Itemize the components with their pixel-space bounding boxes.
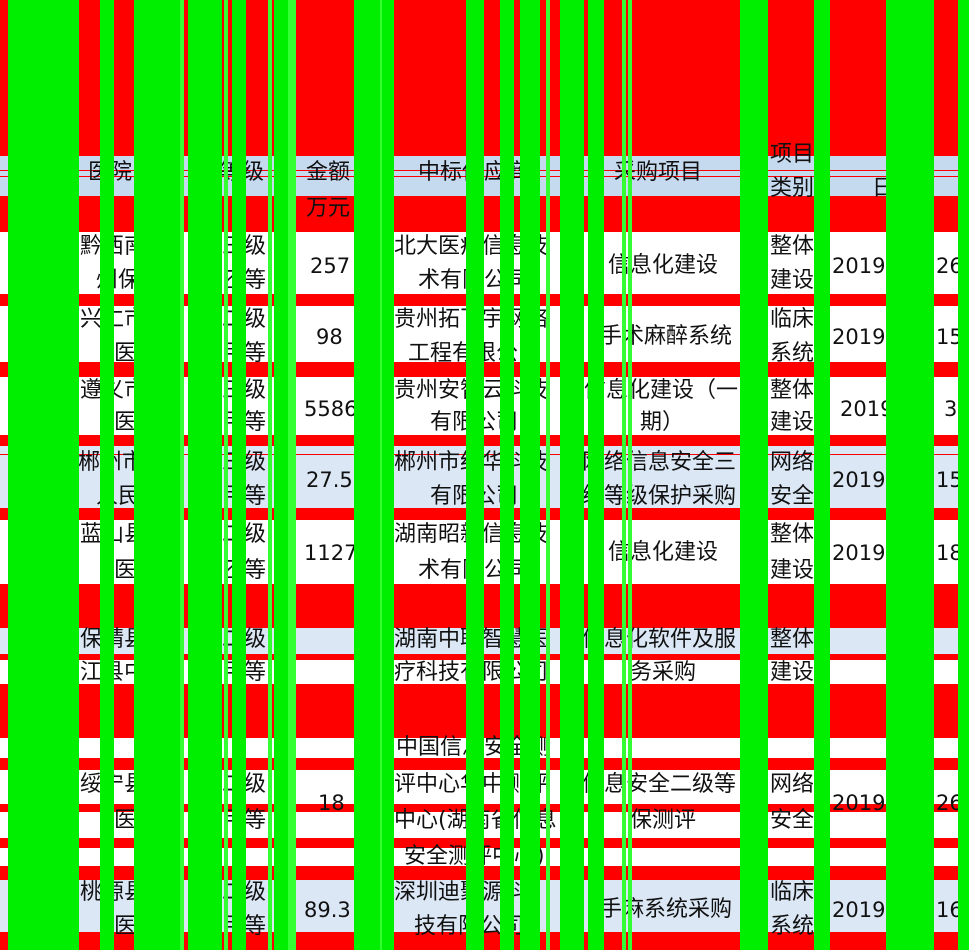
green-stripe	[740, 0, 768, 950]
green-stripe	[354, 0, 394, 950]
row-4-category-2: 安全	[770, 484, 815, 509]
row-1-category: 整体	[770, 234, 815, 259]
row-3-date: 2019	[840, 397, 894, 421]
row-6-project: 信息化软件及服	[582, 627, 737, 652]
row-5-category-2: 建设	[770, 558, 815, 583]
row-3-day: 3	[944, 397, 958, 421]
green-stripe	[134, 0, 182, 950]
header-category-a: 项目	[770, 142, 815, 167]
row-7-category: 网络	[770, 772, 815, 797]
row-1-date: 2019	[832, 254, 886, 278]
row-7-amount: 18	[318, 791, 345, 815]
row-3-category-2: 建设	[770, 410, 815, 435]
row-3-amount: 5586	[304, 397, 358, 421]
row-2-amount: 98	[316, 325, 343, 349]
row-4-amount: 27.5	[306, 468, 353, 492]
row-4-category: 网络	[770, 450, 815, 475]
row-5-category: 整体	[770, 522, 815, 547]
row-4-date: 2019	[832, 468, 886, 492]
row-2-date: 2019	[832, 325, 886, 349]
green-stripe	[588, 0, 604, 950]
row-6-category: 整体	[770, 627, 815, 652]
header-category-b: 类别	[770, 176, 815, 201]
row-8-date: 2019	[832, 898, 886, 922]
row-7-project: 信息安全二级等	[582, 772, 737, 797]
row-8-category: 临床	[770, 880, 815, 905]
green-stripe	[560, 0, 584, 950]
row-4-project-2: 级等级保护采购	[582, 484, 737, 509]
green-stripe	[814, 0, 830, 950]
row-1-category-2: 建设	[770, 268, 815, 293]
row-8-project: 手麻系统采购	[600, 897, 733, 922]
grid-line	[0, 170, 969, 171]
green-stripe	[232, 0, 246, 950]
row-2-category: 临床	[770, 307, 815, 332]
green-stripe	[8, 0, 79, 950]
row-5-date: 2019	[832, 541, 886, 565]
row-4-project: 网络信息安全三	[582, 450, 737, 475]
green-stripe	[546, 0, 550, 950]
row-3-project-2: 期）	[640, 410, 685, 435]
green-stripe	[466, 0, 484, 950]
row-1-project: 信息化建设	[608, 253, 719, 278]
green-stripe	[268, 0, 272, 950]
green-stripe	[288, 0, 296, 950]
row-3-category: 整体	[770, 378, 815, 403]
header-amount-unit: 万元	[306, 196, 351, 221]
row-7-project-2: 保测评	[630, 808, 697, 833]
row-7-date: 2019	[832, 791, 886, 815]
row-8-category-2: 系统	[770, 914, 815, 939]
green-stripe	[520, 0, 540, 950]
green-stripe	[886, 0, 934, 950]
green-stripe	[274, 0, 288, 950]
grid-line	[0, 454, 969, 455]
grid-line	[0, 176, 969, 177]
green-stripe	[380, 0, 382, 950]
row-6-category-2: 建设	[770, 660, 815, 685]
row-2-project: 手术麻醉系统	[600, 324, 733, 349]
green-stripe	[622, 0, 626, 950]
row-3-project: 信息化建设（一	[584, 378, 739, 403]
row-2-category-2: 系统	[770, 341, 815, 366]
row-8-amount: 89.3	[304, 898, 351, 922]
green-stripe	[100, 0, 114, 950]
green-stripe	[188, 0, 222, 950]
green-stripe	[224, 0, 228, 950]
green-stripe	[180, 0, 184, 950]
row-5-project: 信息化建设	[608, 540, 719, 565]
green-stripe	[500, 0, 514, 950]
green-stripe	[628, 0, 632, 950]
row-6-project-2: 务采购	[630, 660, 697, 685]
row-7-category-2: 安全	[770, 808, 815, 833]
row-5-amount: 1127	[304, 541, 358, 565]
header-amount: 金额	[306, 160, 351, 185]
green-stripe	[958, 0, 969, 950]
row-1-amount: 257	[310, 254, 351, 278]
